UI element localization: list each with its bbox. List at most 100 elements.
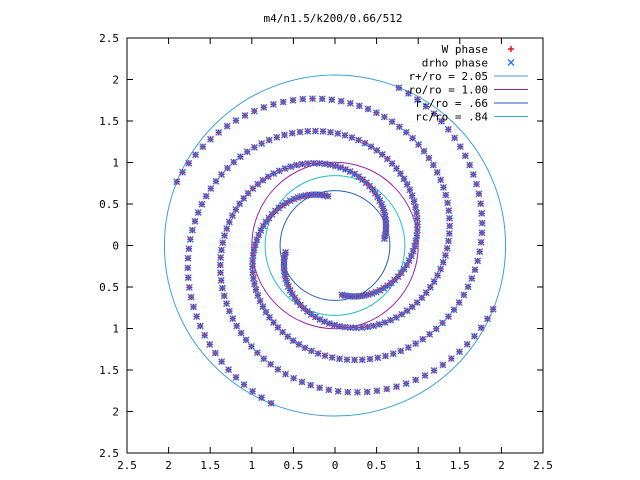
drho-phase-point: [307, 347, 315, 355]
drho-phase-point: [422, 289, 430, 297]
drho-phase-stroke-b: [304, 127, 312, 135]
drho-phase-point: [434, 271, 442, 279]
drho-phase-stroke-b: [383, 385, 391, 393]
drho-phase-point: [334, 387, 342, 395]
drho-phase-stroke-b: [343, 356, 351, 364]
drho-phase-point: [217, 276, 225, 284]
drho-phase-stroke-b: [327, 128, 334, 136]
legend-label: ro/ro = 1.00: [409, 84, 488, 97]
drho-phase-point: [256, 297, 264, 305]
drho-phase-stroke-b: [464, 283, 472, 291]
drho-phase-stroke-b: [413, 96, 421, 104]
y-tick-label: 1.5: [99, 115, 119, 128]
drho-phase-point: [243, 148, 251, 156]
drho-phase-stroke-b: [404, 89, 412, 97]
drho-phase-point: [445, 230, 453, 238]
drho-phase-point: [477, 200, 485, 208]
drho-phase-point: [439, 361, 447, 369]
drho-phase-point: [206, 340, 214, 348]
drho-phase-stroke-b: [260, 103, 268, 111]
drho-phase-point: [374, 354, 382, 362]
drho-phase-stroke-b: [309, 95, 317, 103]
drho-phase-point: [413, 231, 421, 239]
drho-phase-stroke-b: [225, 366, 233, 374]
drho-phase-stroke-b: [207, 185, 215, 193]
drho-phase-point: [236, 153, 244, 161]
drho-phase-point: [218, 358, 226, 366]
drho-phase-point: [198, 200, 206, 208]
drho-phase-stroke-b: [179, 168, 187, 176]
drho-phase-point: [266, 313, 274, 321]
drho-phase-stroke-b: [355, 136, 363, 144]
drho-phase-stroke-b: [232, 117, 240, 125]
drho-phase-stroke-b: [288, 290, 296, 298]
drho-phase-stroke-b: [216, 261, 224, 269]
drho-phase-point: [412, 340, 420, 348]
drho-phase-stroke-b: [298, 160, 306, 168]
drho-phase-point: [353, 388, 361, 396]
drho-phase-point: [373, 146, 381, 154]
drho-phase-stroke-b: [352, 324, 360, 332]
drho-phase-point: [332, 162, 340, 170]
reference-circle: [251, 161, 419, 330]
drho-phase-point: [344, 388, 352, 396]
drho-phase-point: [455, 298, 463, 306]
drho-phase-stroke-b: [396, 170, 404, 178]
drho-phase-stroke-b: [253, 349, 261, 357]
drho-phase-point: [361, 139, 369, 147]
drho-phase-point: [328, 353, 336, 361]
drho-phase-stroke-b: [421, 371, 429, 379]
drho-phase-stroke-b: [275, 167, 283, 175]
legend-label: rc/ro = .84: [415, 111, 488, 124]
drho-phase-stroke-b: [433, 168, 441, 176]
drho-phase-stroke-b: [463, 340, 471, 348]
drho-phase-stroke-b: [242, 336, 250, 344]
drho-phase-point: [426, 283, 434, 291]
drho-phase-stroke-b: [425, 154, 433, 162]
drho-phase-point: [355, 102, 363, 110]
y-tick-label: 0: [112, 240, 119, 253]
drho-phase-stroke-b: [413, 220, 421, 228]
drho-phase-point: [328, 96, 336, 104]
drho-phase-point: [375, 320, 383, 328]
drho-phase-point: [444, 125, 452, 133]
drho-phase-stroke-b: [380, 113, 388, 121]
drho-phase-stroke-b: [225, 307, 233, 315]
drho-phase-stroke-b: [267, 399, 275, 407]
drho-phase-stroke-b: [296, 128, 304, 136]
drho-phase-stroke-b: [290, 374, 298, 382]
drho-phase-point: [336, 322, 344, 330]
drho-phase-stroke-b: [430, 366, 438, 374]
drho-phase-point: [468, 274, 476, 282]
drho-phase-point: [393, 383, 401, 391]
drho-phase-stroke-b: [316, 315, 324, 323]
drho-phase-point: [190, 303, 198, 311]
drho-phase-stroke-b: [279, 328, 287, 336]
legend-label: W phase: [442, 43, 488, 56]
drho-phase-stroke-b: [346, 168, 354, 176]
drho-phase-point: [249, 252, 257, 260]
y-tick-label: 0.5: [99, 281, 119, 294]
drho-phase-point: [341, 131, 349, 139]
drho-phase-stroke-b: [409, 247, 417, 255]
drho-phase-stroke-b: [445, 237, 453, 245]
drho-phase-stroke-b: [358, 324, 366, 332]
drho-phase-stroke-b: [304, 159, 312, 167]
drho-phase-stroke-b: [191, 217, 199, 225]
drho-phase-point: [422, 102, 430, 110]
y-tick-label: 1: [112, 323, 119, 336]
drho-phase-point: [412, 376, 420, 384]
drho-phase-stroke-b: [315, 159, 323, 167]
drho-phase-point: [325, 386, 333, 394]
drho-phase-stroke-b: [202, 192, 210, 200]
legend-label: drho phase: [422, 57, 488, 70]
y-tick-label: 0.5: [99, 198, 119, 211]
drho-phase-stroke-b: [250, 107, 258, 115]
drho-phase-point: [289, 96, 297, 104]
drho-phase-point: [258, 139, 266, 147]
drho-phase-stroke-b: [332, 162, 340, 170]
drho-phase-point: [220, 292, 228, 300]
x-tick-label: 0.5: [367, 459, 387, 472]
reference-circle: [279, 190, 391, 301]
drho-phase-stroke-b: [406, 186, 414, 194]
